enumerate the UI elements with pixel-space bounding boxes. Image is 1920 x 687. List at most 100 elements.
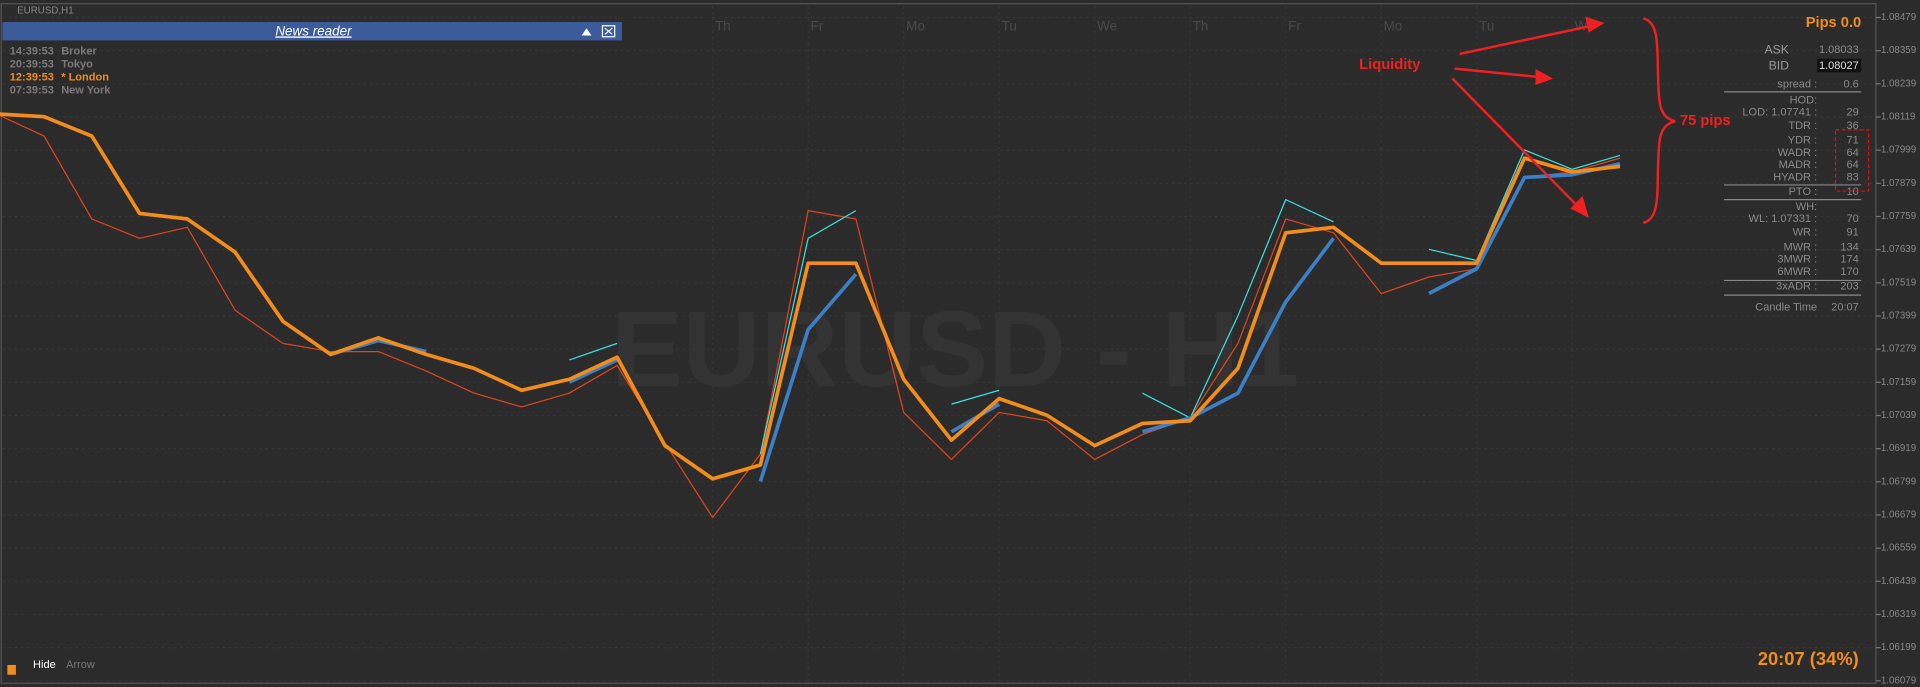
x-tick-label: We: [1097, 19, 1117, 34]
arrow-toggle[interactable]: [7, 664, 16, 675]
stat-label: HOD:: [1790, 94, 1818, 106]
y-tick-label: 1.07639: [1881, 244, 1916, 255]
stat-label: WADR :: [1778, 147, 1817, 159]
session-name: * London: [61, 71, 109, 83]
series-line: [0, 114, 1621, 519]
annotation: 75 pips: [1680, 113, 1731, 129]
y-tick-label: 1.06319: [1881, 609, 1916, 620]
x-tick-label: Th: [715, 19, 731, 34]
session-time: 20:39:53: [10, 58, 54, 70]
news-title[interactable]: News reader: [275, 23, 352, 38]
collapse-icon[interactable]: [581, 28, 592, 36]
series-line: [0, 112, 1621, 481]
x-tick-label: Mo: [1384, 19, 1403, 34]
brace: [1642, 17, 1676, 225]
session-time: 14:39:53: [10, 45, 54, 57]
stat-value: 20:07: [1831, 301, 1859, 313]
y-tick-label: 1.07519: [1881, 277, 1916, 288]
y-tick-label: 1.08119: [1881, 112, 1916, 123]
annotation: Liquidity: [1359, 57, 1421, 73]
stat-value: 70: [1847, 213, 1859, 225]
stat-value: 174: [1840, 254, 1858, 266]
stat-label: 3xADR :: [1776, 280, 1817, 292]
stat-value: 29: [1847, 107, 1859, 119]
stat-value: 64: [1847, 147, 1859, 159]
stat-label: WR :: [1793, 227, 1817, 239]
y-tick-label: 1.07999: [1881, 145, 1916, 156]
stat-value: 91: [1847, 227, 1859, 239]
hide-button[interactable]: Hide: [33, 659, 56, 671]
x-tick-label: Tu: [1479, 19, 1494, 34]
y-tick-label: 1.06679: [1881, 510, 1916, 521]
y-tick-label: 1.06079: [1881, 675, 1916, 686]
close-cross: [604, 27, 613, 35]
stat-label: BID: [1769, 58, 1790, 72]
session-name: New York: [61, 84, 111, 96]
stat-label: spread :: [1777, 78, 1817, 90]
pips-title: Pips 0.0: [1806, 15, 1862, 31]
stat-value: 83: [1847, 171, 1859, 183]
arrow-button[interactable]: Arrow: [66, 659, 95, 671]
y-tick-label: 1.08479: [1881, 12, 1916, 23]
y-tick-label: 1.06199: [1881, 642, 1916, 653]
plot-frame: [0, 3, 1877, 684]
y-tick-label: 1.07879: [1881, 178, 1916, 189]
stat-label: HYADR :: [1773, 171, 1817, 183]
stat-value: 1.08027: [1819, 60, 1859, 72]
stat-value: 10: [1847, 186, 1859, 198]
bid-box: [1817, 58, 1862, 73]
x-tick-label: Mo: [906, 19, 925, 34]
x-tick-label: Tu: [1002, 19, 1017, 34]
candle-time: 20:07 (34%): [1758, 648, 1859, 669]
stat-label: ASK: [1764, 42, 1789, 56]
stat-value: 134: [1840, 241, 1858, 253]
stat-value: 64: [1847, 159, 1859, 171]
y-tick-label: 1.08239: [1881, 78, 1916, 89]
stat-label: WH:: [1796, 201, 1817, 213]
y-tick-label: 1.07039: [1881, 410, 1916, 421]
stat-label: MWR :: [1783, 241, 1817, 253]
sessions: 14:39:53 Broker 20:39:53 Tokyo 12:39:53 * Lon…: [10, 45, 111, 96]
stat-label: Candle Time: [1755, 301, 1817, 313]
stat-value: 36: [1847, 120, 1859, 132]
stat-value: 170: [1840, 266, 1858, 278]
news-bar[interactable]: [2, 22, 623, 41]
y-tick-label: 1.06439: [1881, 576, 1916, 587]
close-icon[interactable]: [601, 25, 616, 38]
series-line: [569, 149, 1621, 455]
highlight-box: [1834, 129, 1870, 192]
stat-label: LOD: 1.07741 :: [1742, 107, 1817, 119]
y-tick-label: 1.07399: [1881, 311, 1916, 322]
symbol: EURUSD,H1: [17, 6, 74, 17]
stat-label: TDR :: [1788, 120, 1817, 132]
x-tick-label: Fr: [1288, 19, 1301, 34]
x-tick-label: Fr: [811, 19, 824, 34]
session-time: 12:39:53: [10, 71, 54, 83]
y-tick-label: 1.07159: [1881, 377, 1916, 388]
x-tick-label: Th: [1193, 19, 1209, 34]
y-tick-label: 1.08359: [1881, 45, 1916, 56]
arrows: [1451, 16, 1605, 218]
session-name: Tokyo: [61, 58, 93, 70]
stat-label: 6MWR :: [1777, 266, 1817, 278]
y-tick-label: 1.06559: [1881, 543, 1916, 554]
stat-value: 203: [1840, 280, 1858, 292]
plot: ThFrMoTuWeThFrMoTuWe: [0, 6, 1881, 684]
stat-label: 3MWR :: [1777, 254, 1817, 266]
y-tick-label: 1.07279: [1881, 344, 1916, 355]
stat-value: 71: [1847, 135, 1859, 147]
stat-label: YDR :: [1788, 135, 1817, 147]
y-tick-label: 1.07759: [1881, 211, 1916, 222]
stat-value: 1.08033: [1819, 44, 1859, 56]
stat-label: MADR :: [1779, 159, 1818, 171]
stat-label: PTO :: [1789, 186, 1818, 198]
y-tick-label: 1.06799: [1881, 476, 1916, 487]
stat-label: WL: 1.07331 :: [1749, 213, 1818, 225]
y-tick-label: 1.06919: [1881, 443, 1916, 454]
session-name: Broker: [61, 45, 97, 57]
session-time: 07:39:53: [10, 84, 54, 96]
